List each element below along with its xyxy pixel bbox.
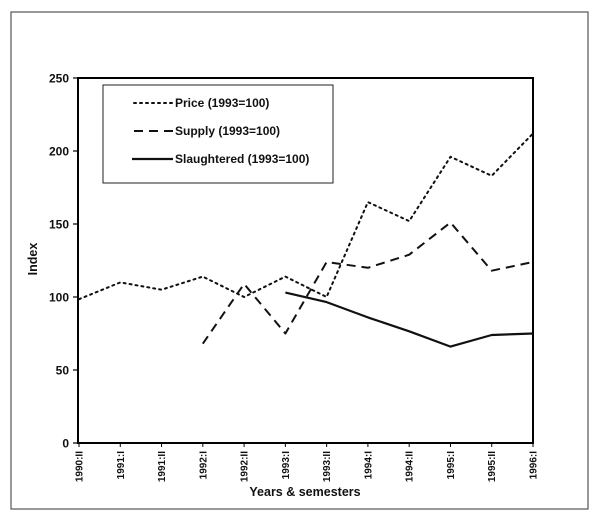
series-line-supply <box>201 221 534 345</box>
x-tick-label: 1995:II <box>487 451 498 482</box>
y-axis: 0 50 100 150 200 250 <box>49 72 78 451</box>
plot-area-border <box>77 77 534 444</box>
series-line-slaughtered <box>285 291 534 348</box>
y-tick-label: 50 <box>56 364 70 378</box>
legend: Price (1993=100) Supply (1993=100) Slaught… <box>102 84 334 184</box>
x-tick-label: 1993:I <box>281 451 292 480</box>
x-tick-label: 1991:II <box>157 451 168 482</box>
y-tick-label: 0 <box>62 437 69 451</box>
series-line-price <box>78 132 534 301</box>
x-tick-label: 1992:II <box>240 451 251 482</box>
legend-box <box>102 84 334 184</box>
y-tick-label: 150 <box>49 218 69 232</box>
y-tick-label: 250 <box>49 72 69 86</box>
y-tick-label: 200 <box>49 145 69 159</box>
x-tick-label: 1993:II <box>322 451 333 482</box>
outer-frame <box>10 11 589 510</box>
x-tick-label: 1992:I <box>198 451 209 480</box>
x-tick-label: 1991:I <box>116 451 127 480</box>
y-tick-label: 100 <box>49 291 69 305</box>
x-tick-label: 1994:I <box>363 451 374 480</box>
x-axis: 1990:II 1991:I 1991:II 1992:I 1992:II 1993:I 1… <box>75 443 540 482</box>
x-axis-title: Years & semesters <box>249 485 360 499</box>
y-axis-title: Index <box>26 243 40 276</box>
x-tick-label: 1995:I <box>446 451 457 480</box>
legend-label: Slaughtered (1993=100) <box>175 152 309 166</box>
legend-label: Price (1993=100) <box>175 96 269 110</box>
series-layer <box>78 132 534 348</box>
x-tick-label: 1994:II <box>405 451 416 482</box>
legend-label: Supply (1993=100) <box>175 124 280 138</box>
x-tick-label: 1996:I <box>529 451 540 480</box>
x-tick-label: 1990:II <box>75 451 86 482</box>
